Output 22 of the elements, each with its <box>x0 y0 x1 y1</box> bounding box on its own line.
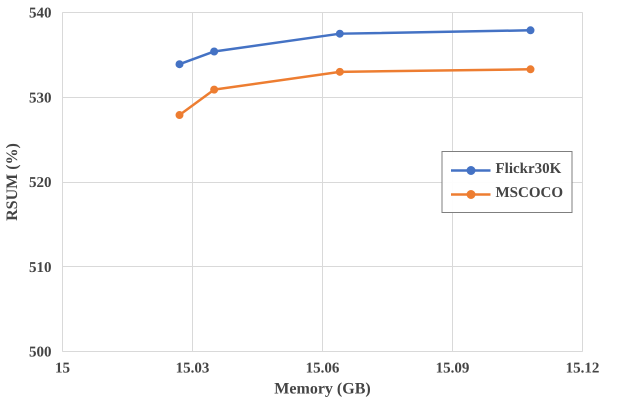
x-tick-label: 15.09 <box>436 360 470 376</box>
x-axis-title: Memory (GB) <box>274 380 371 398</box>
x-tick-label: 15 <box>55 360 70 376</box>
legend-label: MSCOCO <box>496 185 563 202</box>
x-tick-label: 15.12 <box>566 360 600 376</box>
point <box>526 65 534 74</box>
y-tick-label: 540 <box>29 6 52 22</box>
y-tick-label: 500 <box>29 344 52 360</box>
legend-label: Flickr30K <box>496 161 562 178</box>
y-axis-title: RSUM (%) <box>4 143 21 221</box>
y-tick-label: 520 <box>29 175 52 191</box>
point <box>176 111 184 120</box>
y-tick-label: 510 <box>29 260 52 276</box>
point <box>336 30 344 38</box>
y-tick-label: 530 <box>29 90 52 106</box>
x-tick-label: 15.03 <box>176 360 210 376</box>
point <box>526 26 534 34</box>
point <box>210 47 218 56</box>
point <box>336 68 344 76</box>
point <box>176 60 184 68</box>
x-tick-label: 15.06 <box>306 360 340 376</box>
point <box>210 86 218 94</box>
